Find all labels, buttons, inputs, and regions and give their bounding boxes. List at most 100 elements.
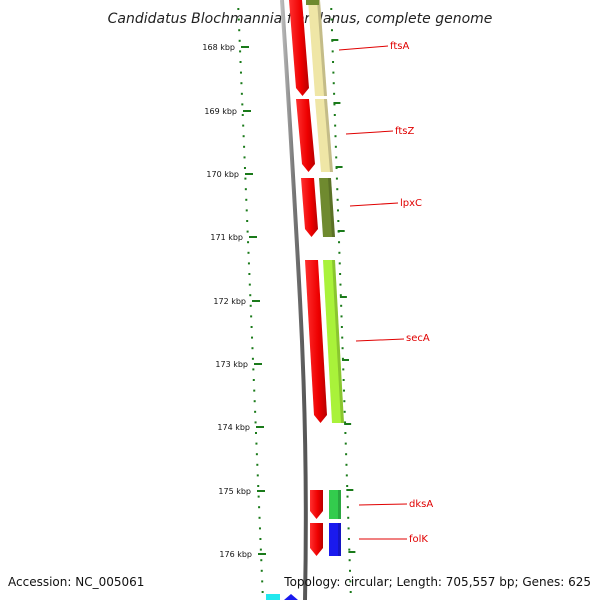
tick-dot [256, 463, 259, 466]
tick-dot [330, 18, 333, 21]
gene-cog-shade [332, 260, 344, 423]
tick-dot [336, 209, 339, 212]
tick-dot [261, 580, 264, 583]
tick-dot [246, 220, 249, 222]
tick-dot [244, 188, 247, 191]
tick-dot [339, 294, 342, 297]
partial-feature-blue [284, 594, 298, 600]
gene-cog-shade [317, 0, 327, 96]
tick-dot [344, 432, 347, 434]
tick-label: 174 kbp [217, 423, 250, 432]
tick-dot [239, 50, 242, 53]
tick-dot [333, 103, 336, 106]
tick-dot [330, 8, 333, 10]
gene-arrow-folK [310, 523, 323, 556]
genome-stats-text: Topology: circular; Length: 705,557 bp; … [283, 575, 591, 589]
tick-dot [237, 18, 240, 21]
gene-label-folK: folK [409, 534, 428, 545]
tick-dot [346, 495, 349, 498]
tick-dot [343, 410, 346, 413]
label-leader-line [338, 45, 389, 51]
label-leader-line [345, 130, 394, 135]
tick-dot [347, 527, 350, 530]
tick-label: 176 kbp [219, 550, 252, 559]
tick-dot [258, 527, 261, 530]
tick-dot [332, 61, 335, 63]
tick-dot [339, 283, 342, 286]
tick-dot [257, 485, 260, 487]
tick-dot [334, 124, 337, 127]
tick-dot [346, 485, 349, 487]
gene-cog-block-lpxC [319, 178, 335, 237]
genome-backbone [280, 0, 308, 600]
gene-arrow-secA [305, 260, 327, 423]
tick-dot [342, 379, 345, 381]
tick-label: 168 kbp [202, 43, 235, 52]
tick-dot [248, 283, 251, 286]
tick-dot [332, 71, 335, 74]
gene-cog-shade [338, 490, 341, 519]
tick-dot [250, 315, 253, 318]
tick-dot [255, 453, 258, 456]
label-leader-line [355, 338, 405, 342]
tick-dot [331, 50, 334, 53]
tick-dot [252, 379, 255, 381]
tick-dot [339, 273, 342, 275]
tick-dot [249, 304, 252, 307]
gene-cog-block-folK [329, 523, 341, 556]
label-leader-line [358, 503, 408, 506]
tick-dot [345, 474, 348, 477]
gene-cog-block-ftsA [308, 0, 327, 96]
tick-dot [258, 506, 261, 509]
tick-dot [348, 548, 351, 551]
tick-dot [258, 516, 261, 519]
tick-dot [245, 209, 248, 212]
tick-dot [341, 357, 344, 360]
tick-dot [251, 336, 254, 339]
tick-dot [243, 145, 246, 148]
tick-dot [239, 71, 242, 74]
gene-cog-shade [338, 523, 341, 556]
tick-dot [338, 251, 341, 254]
tick-label: 170 kbp [206, 170, 239, 179]
tick-dot [333, 92, 336, 95]
tick-dot [241, 114, 244, 116]
tick-dot [245, 198, 248, 201]
tick-dot [336, 188, 339, 191]
tick-dot [344, 421, 347, 424]
tick-label: 171 kbp [210, 233, 243, 242]
gene-cog-shade [328, 178, 335, 237]
tick-dot [247, 251, 250, 254]
tick-dot [252, 368, 255, 371]
tick-dot [240, 92, 243, 95]
tick-dot [345, 453, 348, 456]
gene-labels: ftsA ftsZ lpxC secA dksA folK [338, 41, 433, 545]
tick-dot [334, 145, 337, 148]
tick-dot [243, 156, 246, 159]
tick-dot [348, 569, 351, 572]
gene-arrow-lpxC [301, 178, 318, 237]
tick-dot [338, 262, 341, 265]
tick-dot [338, 241, 341, 244]
tick-dot [334, 135, 337, 138]
gene-label-ftsZ: ftsZ [395, 126, 414, 137]
tick-dot [240, 82, 243, 85]
tick-dot [259, 538, 262, 540]
tick-dot [255, 442, 258, 445]
tick-dot [341, 336, 344, 339]
tick-dot [347, 538, 350, 540]
tick-dot [345, 463, 348, 466]
tick-dot [341, 347, 344, 350]
accession-text: Accession: NC_005061 [8, 575, 144, 589]
tick-dot [253, 400, 256, 403]
tick-dot [253, 389, 256, 392]
tick-dot [254, 410, 257, 413]
label-leader-line [349, 202, 399, 207]
gene-label-lpxC: lpxC [400, 198, 422, 209]
partial-cog-block [306, 0, 319, 5]
minor-tick-dots-right [330, 8, 356, 593]
gene-arrow-ftsA [289, 0, 309, 96]
tick-label: 169 kbp [204, 107, 237, 116]
tick-dot [332, 82, 335, 85]
gene-label-secA: secA [406, 333, 430, 344]
